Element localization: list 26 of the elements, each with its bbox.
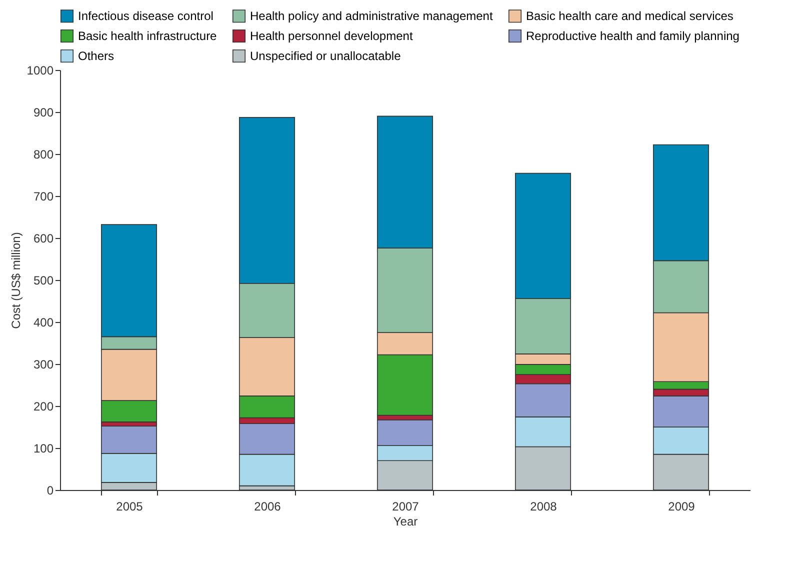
y-tick-label: 400 bbox=[33, 316, 54, 330]
y-tick-label: 500 bbox=[33, 274, 54, 288]
y-tick-label: 600 bbox=[33, 232, 54, 246]
x-tick-label: 2008 bbox=[530, 500, 558, 514]
legend-label: Infectious disease control bbox=[78, 9, 214, 24]
legend-label: Reproductive health and family planning bbox=[526, 29, 740, 43]
x-tick-label: 2005 bbox=[116, 500, 144, 514]
y-tick-label: 200 bbox=[33, 400, 54, 414]
x-tick-label: 2009 bbox=[668, 500, 696, 514]
legend-label: Health personnel development bbox=[250, 29, 414, 43]
x-tick-label: 2007 bbox=[392, 500, 420, 514]
y-axis-title: Cost (US$ million) bbox=[8, 232, 23, 329]
legend-label: Health policy and administrative management bbox=[250, 9, 494, 24]
y-tick-label: 0 bbox=[46, 484, 54, 498]
x-axis-title: Year bbox=[393, 514, 418, 528]
y-tick-label: 900 bbox=[33, 106, 54, 120]
x-tick-label: 2006 bbox=[254, 500, 282, 514]
legend-label: Unspecified or unallocatable bbox=[250, 49, 402, 63]
y-tick-label: 800 bbox=[33, 148, 54, 162]
y-tick-label: 700 bbox=[33, 190, 54, 204]
y-tick-label: 100 bbox=[33, 442, 54, 456]
y-tick-label: 300 bbox=[33, 358, 54, 372]
legend-label: Basic health infrastructure bbox=[78, 29, 218, 43]
legend-label: Basic health care and medical services bbox=[526, 9, 734, 24]
y-tick-label: 1000 bbox=[26, 64, 54, 78]
legend-label: Others bbox=[78, 49, 114, 63]
